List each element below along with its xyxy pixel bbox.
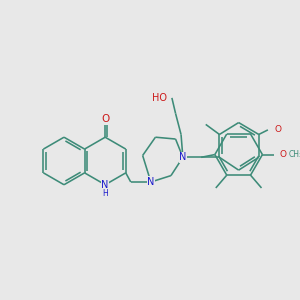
Text: O: O bbox=[280, 150, 287, 159]
Text: H: H bbox=[102, 189, 108, 198]
Text: N: N bbox=[179, 152, 187, 162]
Text: CH₃: CH₃ bbox=[289, 150, 300, 159]
Text: O: O bbox=[274, 125, 281, 134]
Text: N: N bbox=[147, 177, 155, 187]
Text: HO: HO bbox=[152, 93, 167, 103]
Text: N: N bbox=[101, 180, 109, 190]
Text: O: O bbox=[101, 114, 109, 124]
